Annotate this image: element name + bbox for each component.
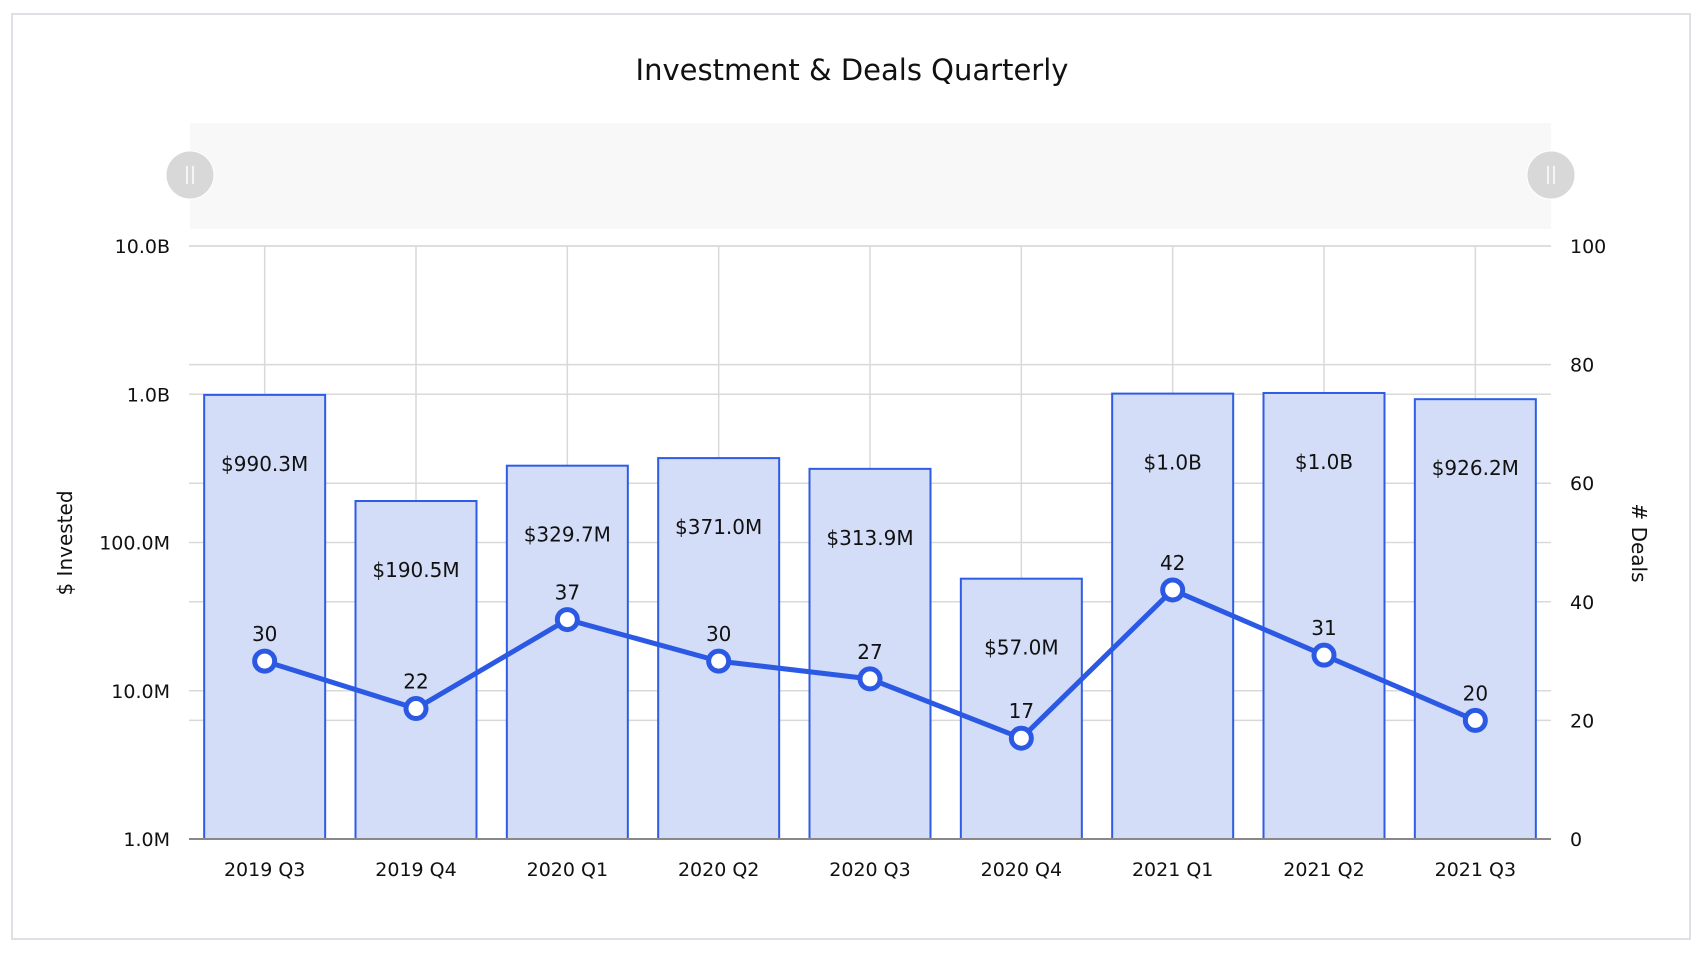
deals-label: 37 — [555, 581, 580, 605]
x-tick-label: 2019 Q3 — [224, 859, 305, 881]
axes: 1.0M 10.0M 100.0M 1.0B 10.0B 0 20 40 60 80 100 2019… — [99, 236, 1606, 881]
right-axis-title: # Deals — [1627, 503, 1651, 582]
bar — [1262, 391, 1386, 840]
right-tick-label: 0 — [1570, 829, 1582, 851]
deals-point — [857, 666, 883, 692]
bar-label: $990.3M — [221, 452, 308, 476]
chart-frame — [11, 13, 1691, 940]
bars: $990.3M $190.5M $329.7M $371.0M $313.9M $57.0… — [203, 391, 1537, 840]
range-slider-right-handle[interactable] — [1526, 150, 1576, 200]
deals-label: 31 — [1311, 616, 1336, 640]
range-slider-track[interactable] — [190, 123, 1551, 229]
bar — [505, 464, 629, 840]
bar — [203, 393, 327, 840]
chart-title: Investment & Deals Quarterly — [636, 53, 1069, 87]
bar-label: $57.0M — [984, 636, 1059, 660]
deals-point — [1311, 642, 1337, 668]
deals-label: 17 — [1009, 699, 1034, 723]
deals-label: 20 — [1463, 681, 1488, 705]
x-tick-label: 2021 Q1 — [1132, 859, 1213, 881]
bar-label: $329.7M — [524, 523, 611, 547]
x-tick-label: 2020 Q4 — [981, 859, 1062, 881]
range-slider[interactable] — [165, 123, 1576, 229]
deals-point — [403, 696, 429, 722]
right-tick-label: 40 — [1570, 592, 1594, 614]
left-tick-label: 10.0M — [111, 681, 170, 703]
left-tick-label: 1.0B — [127, 384, 170, 406]
right-tick-label: 60 — [1570, 473, 1594, 495]
bar-label: $190.5M — [372, 558, 459, 582]
deals-point — [706, 648, 732, 674]
x-tick-label: 2021 Q2 — [1283, 859, 1364, 881]
bar — [354, 500, 478, 840]
bar-label: $1.0B — [1144, 451, 1202, 475]
range-slider-left-handle[interactable] — [165, 150, 215, 200]
bar — [1413, 398, 1537, 840]
bar — [959, 577, 1083, 840]
deals-point — [1008, 725, 1034, 751]
deals-label: 30 — [252, 622, 277, 646]
deals-point — [252, 648, 278, 674]
x-tick-label: 2021 Q3 — [1435, 859, 1516, 881]
left-tick-label: 10.0B — [115, 236, 170, 258]
deals-line: 30 22 37 30 27 17 42 31 20 — [252, 551, 1488, 751]
left-tick-label: 100.0M — [99, 533, 170, 555]
x-tick-label: 2020 Q1 — [527, 859, 608, 881]
right-tick-label: 80 — [1570, 355, 1594, 377]
deals-point — [1462, 707, 1488, 733]
bar-label: $1.0B — [1295, 450, 1353, 474]
deals-label: 30 — [706, 622, 731, 646]
deals-point — [554, 607, 580, 633]
deals-point — [1160, 577, 1186, 603]
bar-label: $313.9M — [826, 526, 913, 550]
bar — [1111, 392, 1235, 840]
bar-label: $926.2M — [1432, 456, 1519, 480]
deals-label: 22 — [403, 670, 428, 694]
x-tick-label: 2020 Q2 — [678, 859, 759, 881]
deals-label: 42 — [1160, 551, 1185, 575]
bar-label: $371.0M — [675, 515, 762, 539]
x-tick-label: 2019 Q4 — [375, 859, 456, 881]
bar — [808, 467, 932, 840]
right-tick-label: 20 — [1570, 710, 1594, 732]
right-tick-label: 100 — [1570, 236, 1606, 258]
left-axis-title: $ Invested — [53, 490, 77, 595]
x-tick-label: 2020 Q3 — [829, 859, 910, 881]
left-tick-label: 1.0M — [123, 829, 170, 851]
deals-label: 27 — [857, 640, 882, 664]
